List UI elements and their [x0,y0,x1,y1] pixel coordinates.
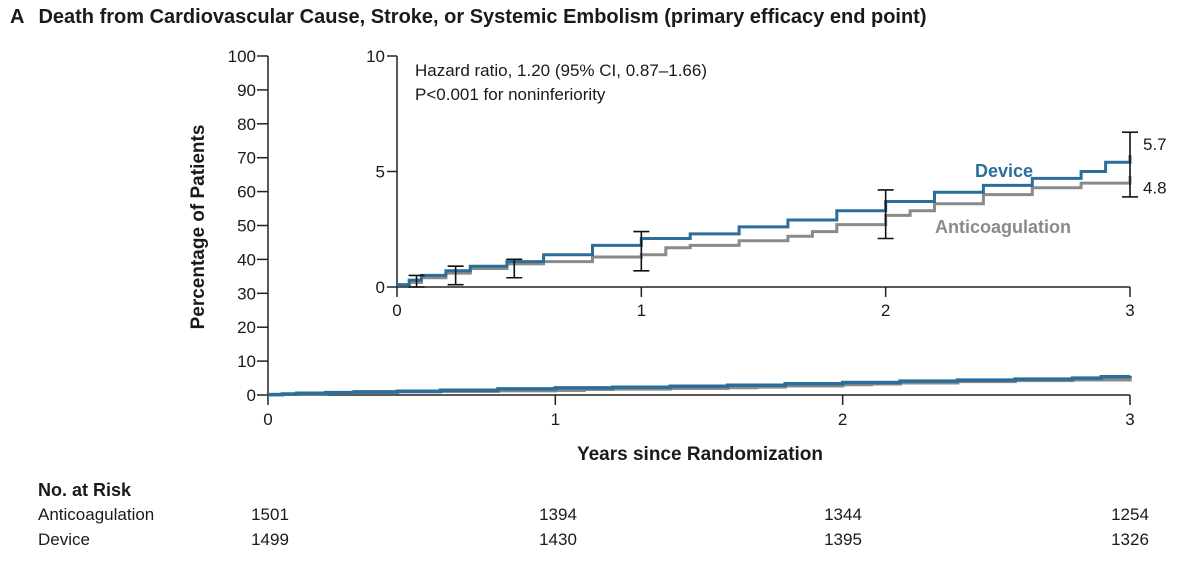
risk-row-device: Device 1499 1430 1395 1326 [38,530,1178,555]
risk-value: 1394 [539,505,577,524]
risk-value: 1499 [251,530,289,549]
risk-value: 1501 [251,505,289,524]
end-value-anticoagulation: 4.8 [1143,179,1167,198]
risk-value: 1344 [824,505,862,524]
main-y-tick-label: 70 [237,149,256,168]
inset-y-tick-label: 5 [376,163,385,182]
main-y-tick-label: 50 [237,217,256,236]
inset-x-tick-label: 3 [1125,301,1134,320]
panel-letter: A [10,6,25,28]
main-x-tick-label: 0 [263,410,272,429]
main-x-axis: 0 1 2 3 [263,394,1135,429]
x-axis-label: Years since Randomization [577,444,823,465]
risk-value: 1395 [824,530,862,549]
inset-y-tick-label: 10 [366,47,385,66]
main-y-tick-label: 60 [237,183,256,202]
legend-label-device: Device [975,161,1033,181]
inset-y-tick-label: 0 [376,278,385,297]
main-curves [268,374,1132,397]
inset-x-tick-label: 1 [637,301,646,320]
main-y-tick-label: 10 [237,352,256,371]
main-y-tick-label: 100 [228,47,256,66]
hazard-ratio-annotation: Hazard ratio, 1.20 (95% CI, 0.87–1.66) [415,61,707,80]
risk-row-label: Device [38,530,90,549]
risk-value: 1430 [539,530,577,549]
risk-row-label: Anticoagulation [38,505,155,524]
inset-curve-anticoagulation [397,176,1132,287]
main-y-axis: 0 10 20 30 40 50 60 70 80 90 100 [228,47,269,405]
main-y-tick-label: 80 [237,115,256,134]
risk-value: 1326 [1111,530,1149,549]
main-y-tick-label: 0 [247,386,256,405]
risk-row-anticoagulation: Anticoagulation 1501 1394 1344 1254 [38,505,1178,530]
main-curve-device [268,374,1132,397]
main-y-tick-label: 40 [237,250,256,269]
legend-label-anticoagulation: Anticoagulation [935,217,1071,237]
panel-title: A Death from Cardiovascular Cause, Stroke… [10,6,927,29]
main-x-tick-label: 2 [838,410,847,429]
inset-x-tick-label: 0 [392,301,401,320]
main-x-tick-label: 3 [1125,410,1134,429]
main-y-tick-label: 20 [237,318,256,337]
panel-title-text: Death from Cardiovascular Cause, Stroke,… [38,6,927,28]
end-value-device: 5.7 [1143,135,1167,154]
inset-chart: 0 5 10 0 1 2 3 Device Anticoagulation 5.7 4.8 Ha… [366,47,1167,320]
main-y-tick-label: 30 [237,284,256,303]
inset-curve-device [397,155,1132,287]
y-axis-label: Percentage of Patients [188,125,209,330]
p-value-annotation: P<0.001 for noninferiority [415,85,606,104]
main-y-tick-label: 90 [237,81,256,100]
risk-table: No. at Risk Anticoagulation 1501 1394 13… [38,480,1178,555]
inset-x-tick-label: 2 [881,301,890,320]
risk-value: 1254 [1111,505,1149,524]
risk-table-title: No. at Risk [38,480,132,500]
main-x-tick-label: 1 [551,410,560,429]
